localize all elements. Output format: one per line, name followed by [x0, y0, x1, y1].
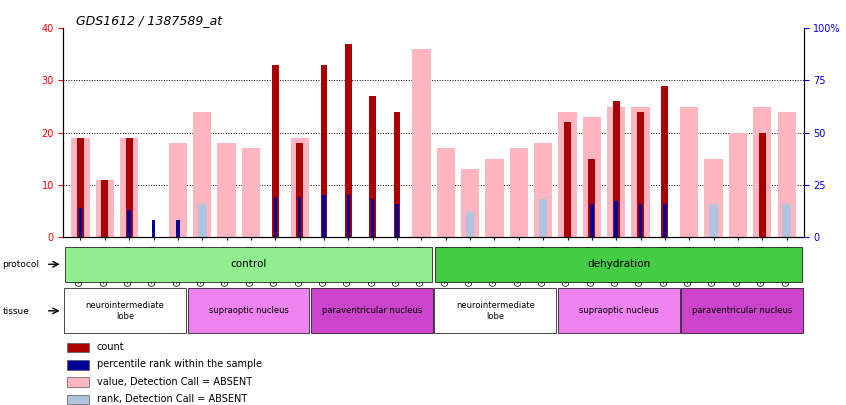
Bar	[564, 122, 571, 237]
Bar	[217, 143, 236, 237]
Bar	[347, 195, 350, 237]
Bar	[783, 204, 791, 237]
Bar	[128, 210, 131, 237]
Bar	[168, 143, 187, 237]
Bar	[437, 148, 455, 237]
Bar	[176, 220, 179, 237]
Bar	[777, 112, 796, 237]
Bar	[759, 133, 766, 237]
Bar	[102, 179, 108, 237]
Text: rank, Detection Call = ABSENT: rank, Detection Call = ABSENT	[97, 394, 247, 404]
Bar	[583, 117, 601, 237]
Bar	[71, 138, 90, 237]
Bar	[395, 204, 398, 237]
Text: GDS1612 / 1387589_at: GDS1612 / 1387589_at	[76, 14, 222, 27]
Bar	[663, 204, 667, 237]
Bar	[371, 199, 375, 237]
Bar	[79, 208, 82, 237]
FancyBboxPatch shape	[64, 288, 186, 333]
Bar	[612, 204, 620, 237]
Text: supraoptic nucleus: supraoptic nucleus	[209, 306, 288, 315]
Bar	[466, 212, 475, 237]
Bar	[639, 204, 642, 237]
Text: percentile rank within the sample: percentile rank within the sample	[97, 359, 262, 369]
Bar	[290, 138, 309, 237]
Bar	[120, 138, 139, 237]
Bar	[298, 197, 301, 237]
Text: count: count	[97, 342, 124, 352]
Bar	[67, 343, 89, 352]
Bar	[76, 206, 85, 237]
Bar	[591, 204, 594, 237]
Bar	[728, 133, 747, 237]
Bar	[486, 159, 503, 237]
Text: tissue: tissue	[3, 307, 30, 315]
Bar	[589, 159, 596, 237]
Bar	[558, 112, 577, 237]
Bar	[67, 360, 89, 370]
Bar	[509, 148, 528, 237]
Bar	[680, 107, 699, 237]
Bar	[321, 65, 327, 237]
Bar	[198, 204, 206, 237]
Text: neurointermediate
lobe: neurointermediate lobe	[85, 301, 165, 320]
FancyBboxPatch shape	[558, 288, 679, 333]
Bar	[322, 195, 326, 237]
Bar	[614, 201, 618, 237]
Bar	[126, 138, 133, 237]
Bar	[607, 107, 625, 237]
FancyBboxPatch shape	[65, 247, 432, 281]
FancyBboxPatch shape	[434, 288, 556, 333]
FancyBboxPatch shape	[435, 247, 802, 281]
FancyBboxPatch shape	[188, 288, 310, 333]
Bar	[753, 107, 772, 237]
FancyBboxPatch shape	[311, 288, 433, 333]
Bar	[151, 220, 156, 237]
Bar	[461, 169, 479, 237]
FancyBboxPatch shape	[681, 288, 803, 333]
Bar	[67, 377, 89, 387]
Bar	[662, 86, 668, 237]
Text: supraoptic nucleus: supraoptic nucleus	[579, 306, 658, 315]
Text: paraventricular nucleus: paraventricular nucleus	[692, 306, 792, 315]
Bar	[345, 44, 352, 237]
Bar	[534, 143, 552, 237]
Bar	[193, 112, 212, 237]
Bar	[96, 179, 114, 237]
Text: control: control	[230, 259, 266, 269]
Bar	[67, 395, 89, 404]
Bar	[393, 112, 400, 237]
Bar	[273, 197, 277, 237]
Bar	[412, 49, 431, 237]
Bar	[613, 101, 619, 237]
Bar	[272, 65, 278, 237]
Text: neurointermediate
lobe: neurointermediate lobe	[456, 301, 535, 320]
Bar	[296, 143, 303, 237]
Bar	[705, 159, 722, 237]
Bar	[709, 204, 718, 237]
Bar	[539, 199, 547, 237]
Text: dehydration: dehydration	[587, 259, 651, 269]
Bar	[242, 148, 260, 237]
Bar	[631, 107, 650, 237]
Text: protocol: protocol	[3, 260, 40, 269]
Text: value, Detection Call = ABSENT: value, Detection Call = ABSENT	[97, 377, 252, 387]
Bar	[637, 112, 644, 237]
Bar	[370, 96, 376, 237]
Text: paraventricular nucleus: paraventricular nucleus	[321, 306, 422, 315]
Bar	[77, 138, 84, 237]
